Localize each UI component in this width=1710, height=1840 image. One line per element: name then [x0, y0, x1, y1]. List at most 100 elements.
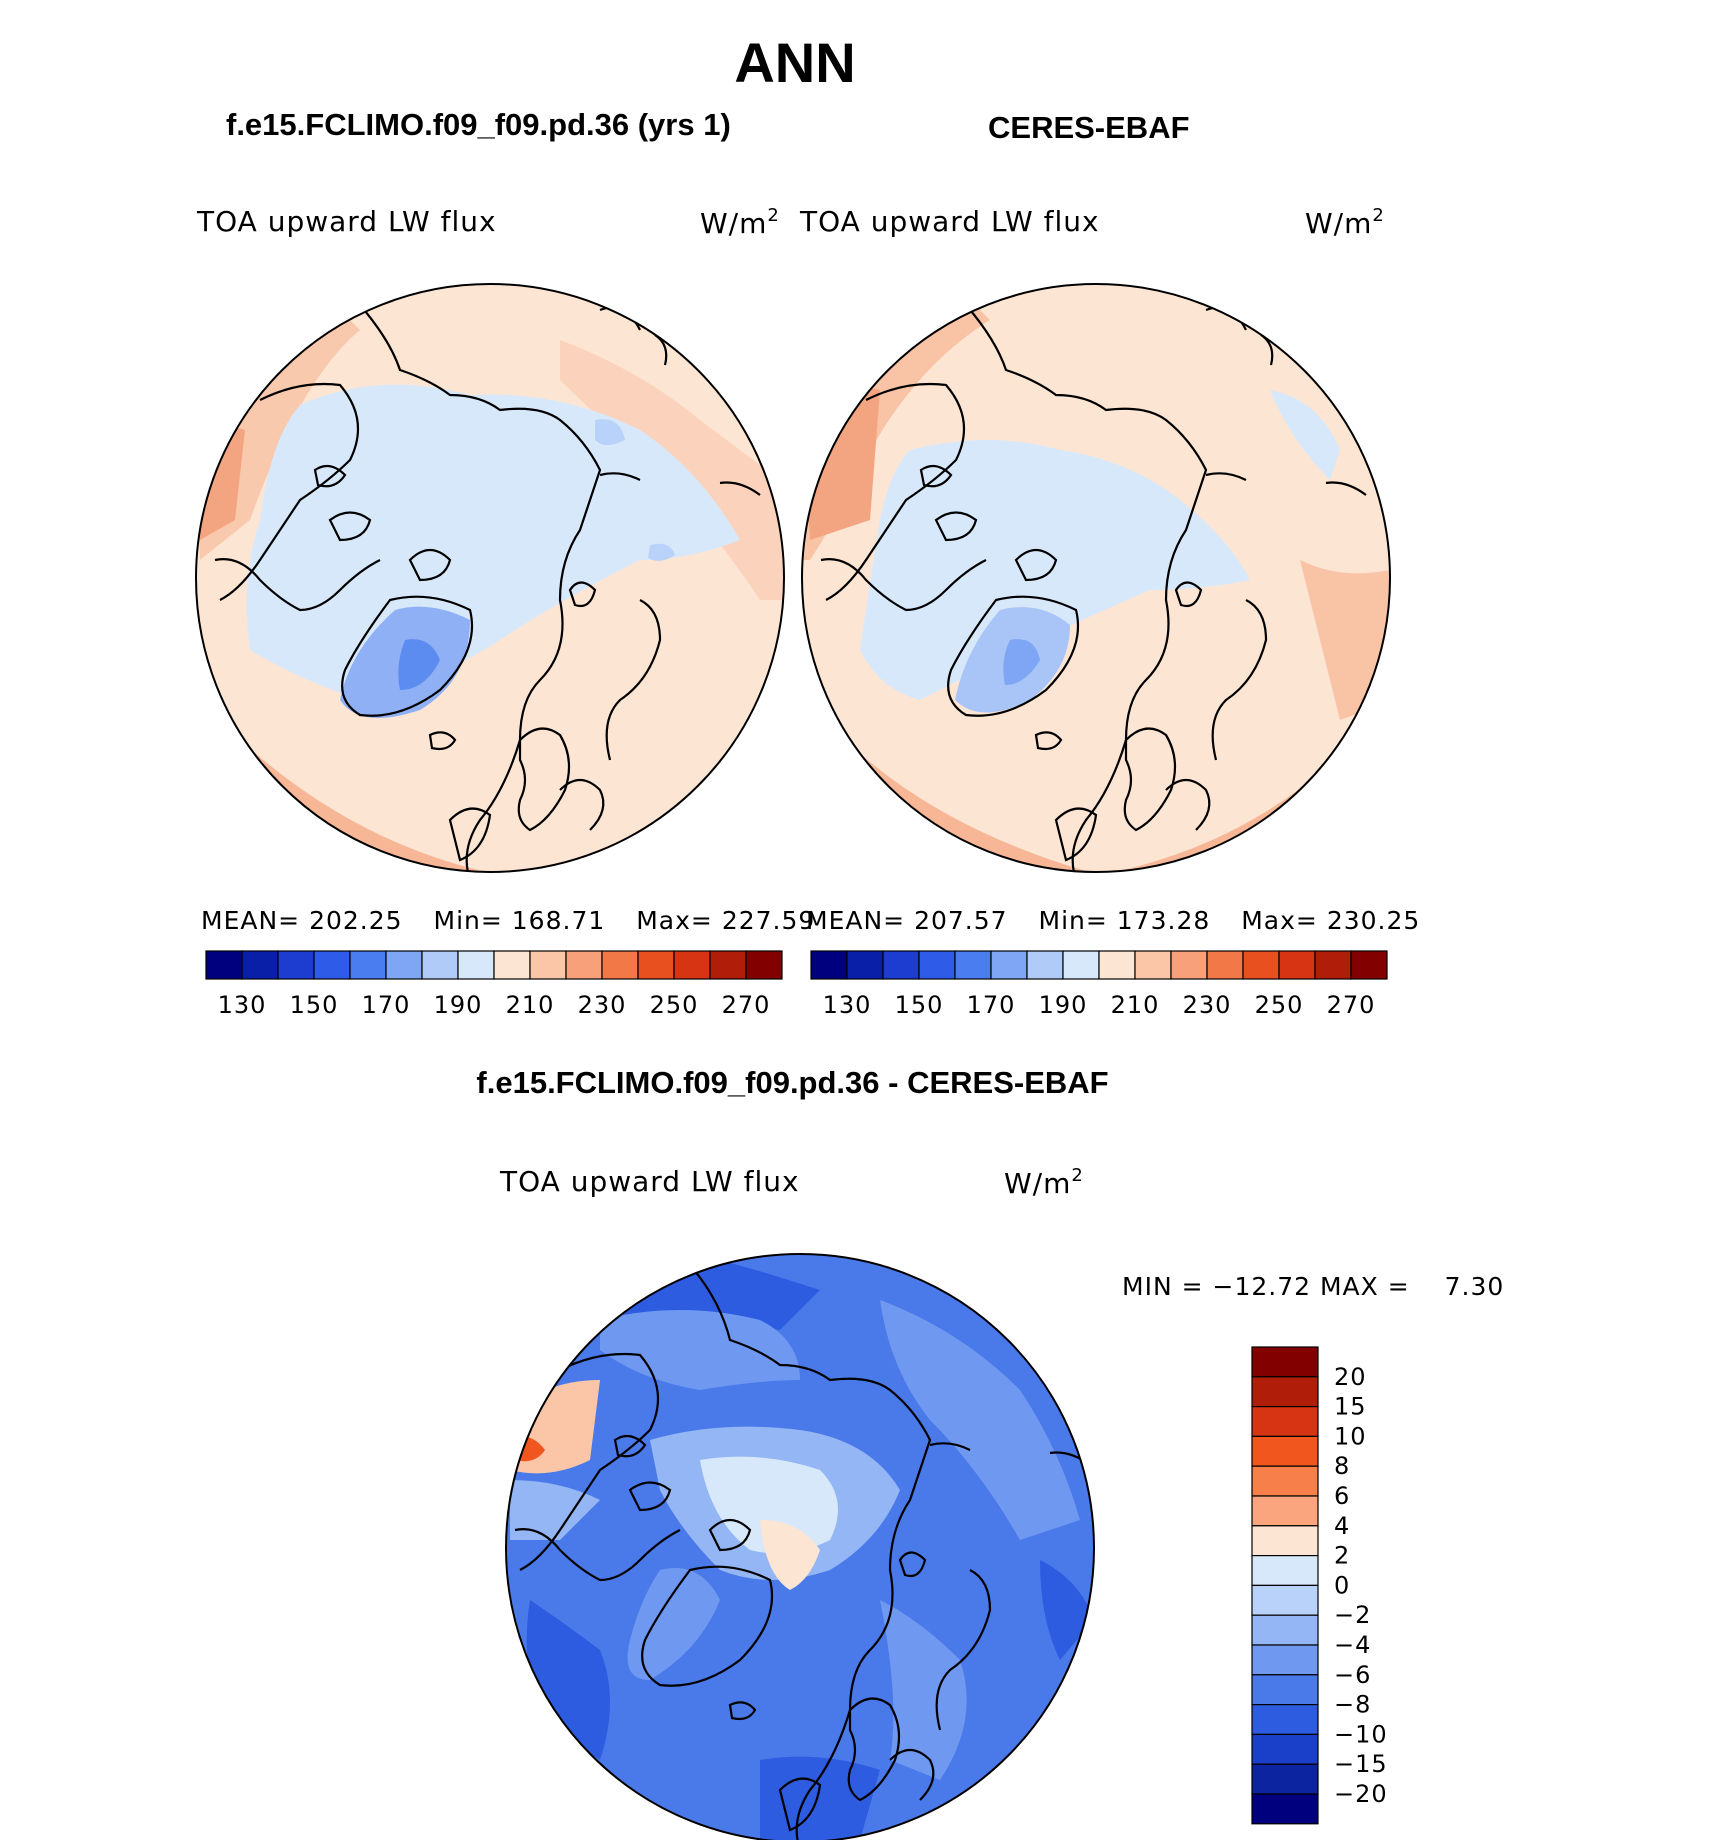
colorbar-swatch: [1278, 950, 1316, 980]
greenland-core: [1003, 639, 1040, 685]
colorbar-swatch: [990, 950, 1028, 980]
colorbar-tick-label: 210: [506, 991, 555, 1019]
colorbar-swatch: [1251, 1465, 1319, 1497]
colorbar-tick-label: −20: [1334, 1780, 1388, 1808]
arctic-region: [246, 384, 740, 700]
colorbar-swatch: [1314, 950, 1352, 980]
max-label: Max=: [636, 906, 713, 935]
colorbar-swatch: [349, 950, 387, 980]
variable-label-model: TOA upward LW flux: [197, 205, 497, 238]
colorbar-swatch: [1251, 1525, 1319, 1557]
variable-label-obs: TOA upward LW flux: [800, 205, 1100, 238]
warm-region: [802, 388, 880, 540]
colorbar-swatch: [1251, 1435, 1319, 1467]
colorbar-swatch: [673, 950, 711, 980]
arctic-region: [860, 440, 1250, 700]
colorbar-tick-label: 20: [1334, 1363, 1367, 1391]
min-label: Min=: [433, 906, 503, 935]
colorbar-tick-label: 230: [1183, 991, 1232, 1019]
colorbar-swatch: [277, 950, 315, 980]
stats-model: MEAN= 202.25 Min= 168.71 Max= 227.59: [201, 906, 815, 935]
colorbar-tick-label: 4: [1334, 1512, 1350, 1540]
colorbar-tick-label: 230: [578, 991, 627, 1019]
colorbar-swatch: [882, 950, 920, 980]
colorbar-swatch: [1206, 950, 1244, 980]
panel-title-obs: CERES-EBAF: [988, 110, 1190, 145]
colorbar-swatch: [1251, 1376, 1319, 1408]
colorbar-tick-label: 6: [1334, 1482, 1350, 1510]
cold-spot: [648, 543, 675, 561]
colorbar-swatch: [241, 950, 279, 980]
max-value: 230.25: [1326, 906, 1421, 935]
colorbar-swatch: [1026, 950, 1064, 980]
units-label-model: W/m2: [700, 205, 780, 240]
coastlines: [820, 304, 1367, 872]
colorbar-swatch: [918, 950, 956, 980]
max-value: 7.30: [1444, 1272, 1505, 1301]
panel-title-model: f.e15.FCLIMO.f09_f09.pd.36 (yrs 1): [226, 107, 731, 142]
warm-region: [1230, 330, 1360, 450]
units-text: W/m: [1004, 1167, 1072, 1200]
cold-region: [760, 1756, 880, 1840]
colorbar-tick-label: −6: [1334, 1661, 1371, 1689]
colorbar-tick-label: 190: [434, 991, 483, 1019]
min-value: 173.28: [1116, 906, 1211, 935]
colorbar-tick-label: 270: [722, 991, 771, 1019]
colorbar-tick-label: 10: [1334, 1422, 1367, 1450]
colorbar-tick-label: 250: [650, 991, 699, 1019]
coastlines: [214, 304, 761, 872]
mean-label: MEAN=: [201, 906, 301, 935]
units-text: W/m: [700, 207, 768, 240]
colorbar-tick-label: 190: [1039, 991, 1088, 1019]
colorbar-swatch: [1251, 1614, 1319, 1646]
min-value: 168.71: [511, 906, 606, 935]
cold-spot: [595, 419, 625, 445]
colorbar-swatch: [529, 950, 567, 980]
max-label: Max=: [1241, 906, 1318, 935]
cold-spot: [1270, 390, 1340, 480]
colorbar-swatch: [1251, 1733, 1319, 1765]
colorbar-swatch: [385, 950, 423, 980]
colorbar-tick-label: −15: [1334, 1750, 1388, 1778]
colorbar-tick-label: −8: [1334, 1691, 1371, 1719]
colorbar-swatch: [313, 950, 351, 980]
colorbar-swatch: [1170, 950, 1208, 980]
colorbar-tick-label: 130: [218, 991, 267, 1019]
variable-label-difference: TOA upward LW flux: [500, 1165, 800, 1198]
colorbar-tick-label: 170: [362, 991, 411, 1019]
colorbar-tick-label: −10: [1334, 1720, 1388, 1748]
units-exponent: 2: [767, 205, 780, 226]
warm-region: [760, 1520, 820, 1590]
min-label: MIN =: [1122, 1272, 1204, 1301]
units-label-difference: W/m2: [1004, 1165, 1084, 1200]
colorbar-tick-label: 2: [1334, 1542, 1350, 1570]
colorbar-swatch: [205, 950, 243, 980]
polar-map-difference: [505, 1253, 1095, 1840]
colorbar-tick-label: −4: [1334, 1631, 1371, 1659]
cold-region: [880, 1300, 1080, 1540]
colorbar-swatch: [1251, 1584, 1319, 1616]
colorbar-tick-label: 250: [1255, 991, 1304, 1019]
colorbar-swatch: [421, 950, 459, 980]
colorbar-swatch: [493, 950, 531, 980]
colorbar-swatch: [1251, 1554, 1319, 1586]
figure-title: ANN: [734, 31, 856, 94]
greenland-core: [398, 639, 440, 690]
colorbar-swatch: [1251, 1703, 1319, 1735]
colorbar-swatch: [637, 950, 675, 980]
colorbar-tick-label: 0: [1334, 1571, 1350, 1599]
mean-value: 207.57: [914, 906, 1008, 935]
units-label-obs: W/m2: [1305, 205, 1385, 240]
min-label: Min=: [1038, 906, 1108, 935]
units-exponent: 2: [1372, 205, 1385, 226]
colorbar-tick-label: 150: [290, 991, 339, 1019]
cold-region: [880, 1600, 967, 1780]
cold-region: [510, 1480, 600, 1540]
max-value: 227.59: [721, 906, 816, 935]
colorbar-swatch: [1251, 1674, 1319, 1706]
colorbar-model: 130 150 170 190 210 230 250 270: [205, 950, 783, 1019]
units-exponent: 2: [1071, 1165, 1084, 1186]
colorbar-swatch: [457, 950, 495, 980]
